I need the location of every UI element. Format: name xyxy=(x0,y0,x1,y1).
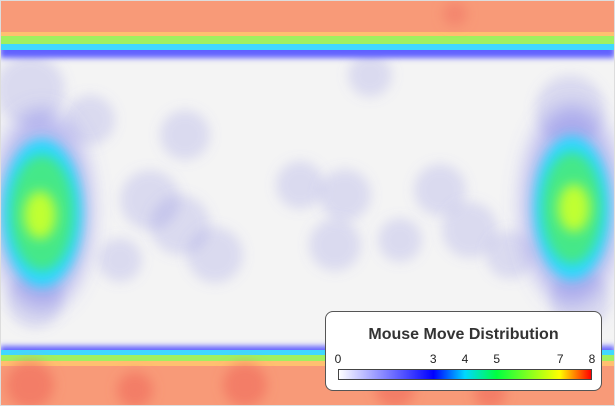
heat-blob xyxy=(348,53,392,97)
top-band-hotspot xyxy=(443,2,467,26)
heat-blob xyxy=(378,218,422,262)
bottom-band-hotspot xyxy=(223,363,267,406)
heat-blob xyxy=(160,110,210,160)
top-band-core xyxy=(0,0,615,32)
heat-blob xyxy=(309,219,361,271)
heat-blob xyxy=(414,164,466,216)
legend: Mouse Move Distribution 0 3 4 5 7 8 xyxy=(325,311,602,391)
colorbar-tick-label: 7 xyxy=(556,352,564,366)
chart-title: Mouse Move Distribution xyxy=(368,326,559,343)
colorbar-tick-label: 4 xyxy=(461,352,469,366)
bottom-band-hotspot xyxy=(6,361,54,406)
colorbar xyxy=(338,369,592,380)
bottom-band-hotspot xyxy=(117,372,153,406)
heat-blob xyxy=(486,231,534,279)
left-cluster-core xyxy=(24,191,56,239)
heat-blob xyxy=(319,169,371,221)
colorbar-tick-label: 8 xyxy=(588,352,596,366)
heat-blob xyxy=(65,95,115,145)
right-cluster-core xyxy=(558,184,590,232)
heat-blob xyxy=(187,227,243,283)
heat-blob xyxy=(0,55,65,125)
heat-blob xyxy=(442,202,498,258)
colorbar-tick-label: 0 xyxy=(334,352,342,366)
heat-blob xyxy=(98,238,142,282)
heat-blob xyxy=(276,161,324,209)
colorbar-tick-label: 3 xyxy=(429,352,437,366)
colorbar-tick-label: 5 xyxy=(493,352,501,366)
